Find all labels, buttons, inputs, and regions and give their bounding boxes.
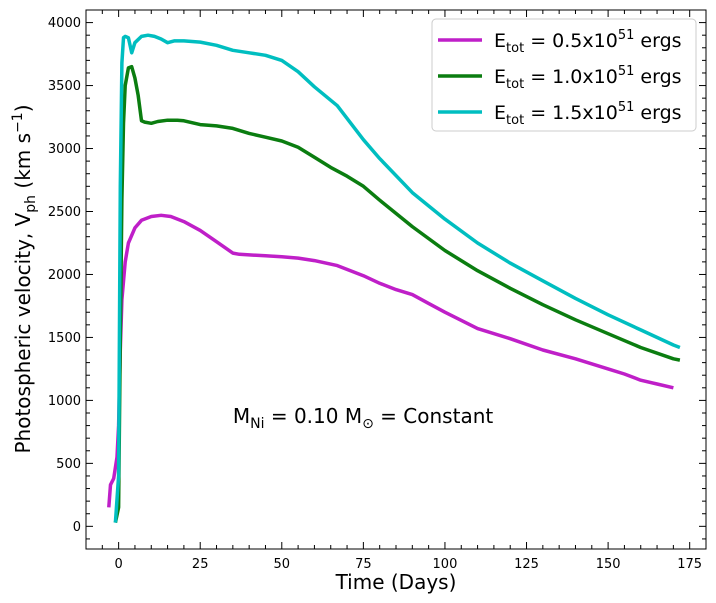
x-tick-label: 150 [596,557,621,572]
x-tick-label: 175 [677,557,702,572]
x-tick-label: 50 [274,557,291,572]
legend-label-part: E [494,30,506,52]
axis-ticks [85,9,707,549]
legend-label-part: E [494,66,506,88]
y-axis-label: Photospheric velocity, Vph (km s−1) [10,104,39,453]
legend-label-part: 51 [618,100,635,115]
annotation-post: = Constant [374,404,494,428]
y-tick-label: 2000 [48,268,81,283]
y-tick-label: 0 [73,520,81,535]
y-tick-label: 500 [56,457,81,472]
y-axis-label-units: (km s [11,133,35,195]
legend-label-part: E [494,102,506,124]
legend-label-part: = 1.5x10 [524,102,618,124]
series-line-3 [113,33,681,523]
mass-annotation: MNi = 0.10 M⊙ = Constant [233,404,494,432]
legend-label-part: = 0.5x10 [524,30,618,52]
x-axis-label: Time (Days) [335,570,457,594]
legend-label-part: ergs [634,30,681,52]
y-axis-label-main: Photospheric velocity, V [11,212,35,453]
y-tick-label: 1500 [48,331,81,346]
legend-label-part: ergs [634,66,681,88]
legend-label-part: = 1.0x10 [524,66,618,88]
legend-label-part: 51 [618,64,635,79]
y-axis-label-units-close: ) [11,104,35,112]
annotation-sun-symbol: ⊙ [362,416,374,432]
legend-label-2: Etot = 1.0x1051 ergs [494,64,682,92]
y-tick-label: 3500 [48,79,81,94]
y-tick-label: 2500 [48,205,81,220]
y-tick-label: 1000 [48,394,81,409]
legend-label-part: tot [506,113,524,128]
x-tick-label: 75 [355,557,372,572]
legend-label-1: Etot = 0.5x1051 ergs [494,28,682,56]
y-axis-label-sub: ph [23,195,39,213]
legend-label-part: tot [506,77,524,92]
x-tick-label: 100 [433,557,458,572]
legend-label-part: 51 [618,28,635,43]
annotation-pre: M [233,404,250,428]
series-line-1 [107,213,674,508]
legend-label-part: ergs [634,102,681,124]
tick-labels: 0 25 50 75 100 125 150 175 0 500 1000 1500 2000 2500 3… [48,16,702,572]
series-line-2 [113,64,681,523]
y-axis-label-units-sup: −1 [10,112,26,133]
y-tick-label: 4000 [48,16,81,31]
series-lines [107,33,681,523]
annotation-mid: = 0.10 M [264,404,362,428]
legend-label-part: tot [506,41,524,56]
annotation-sub-ni: Ni [250,416,264,432]
legend-box [431,18,697,132]
y-tick-label: 3000 [48,142,81,157]
x-tick-label: 125 [514,557,539,572]
legend-label-3: Etot = 1.5x1051 ergs [494,100,682,128]
x-tick-label: 25 [192,557,209,572]
x-tick-label: 0 [114,557,122,572]
plot-frame [85,9,707,550]
